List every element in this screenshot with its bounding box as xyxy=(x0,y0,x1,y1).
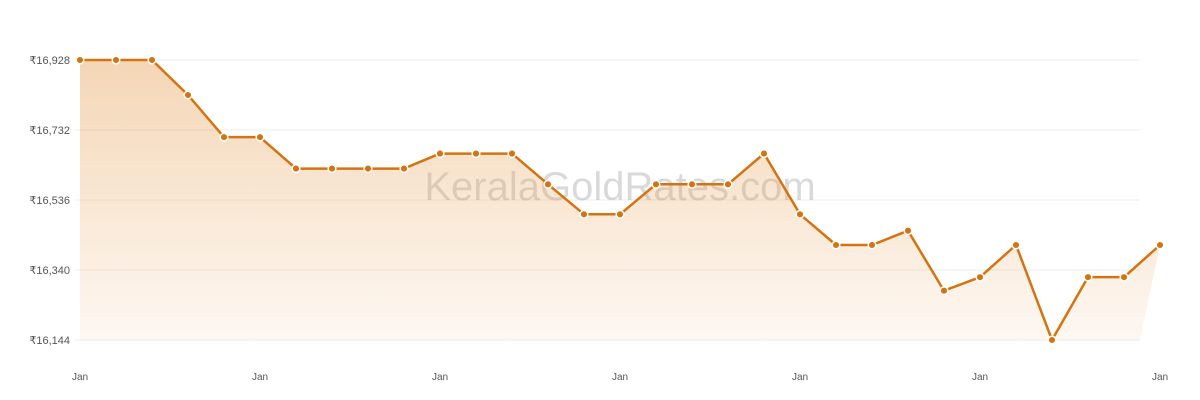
data-point[interactable] xyxy=(579,209,589,219)
x-tick-label: Jan xyxy=(432,372,448,383)
point-layer xyxy=(75,55,1165,345)
y-tick-label: ₹16,340 xyxy=(29,265,70,277)
data-point[interactable] xyxy=(831,240,841,250)
data-point[interactable] xyxy=(1155,240,1165,250)
x-axis-ticks: Jan Jan Jan Jan Jan Jan Jan xyxy=(72,372,1168,383)
data-point[interactable] xyxy=(939,286,949,296)
data-point[interactable] xyxy=(1011,240,1021,250)
data-point[interactable] xyxy=(435,149,445,159)
data-point[interactable] xyxy=(903,226,913,236)
data-point[interactable] xyxy=(1047,335,1057,345)
data-point[interactable] xyxy=(507,149,517,159)
x-tick-label: Jan xyxy=(792,372,808,383)
data-point[interactable] xyxy=(219,132,229,142)
x-tick-label: Jan xyxy=(972,372,988,383)
data-point[interactable] xyxy=(183,90,193,100)
y-axis-ticks: ₹16,928 ₹16,732 ₹16,536 ₹16,340 ₹16,144 xyxy=(29,55,70,347)
data-point[interactable] xyxy=(975,272,985,282)
y-tick-label: ₹16,536 xyxy=(29,195,70,207)
y-tick-label: ₹16,732 xyxy=(29,125,70,137)
data-point[interactable] xyxy=(867,240,877,250)
data-point[interactable] xyxy=(111,55,121,65)
data-point[interactable] xyxy=(615,209,625,219)
data-point[interactable] xyxy=(687,179,697,189)
data-point[interactable] xyxy=(543,179,553,189)
area-fill xyxy=(80,60,1160,340)
data-point[interactable] xyxy=(363,164,373,174)
x-tick-label: Jan xyxy=(1152,372,1168,383)
data-point[interactable] xyxy=(327,164,337,174)
data-point[interactable] xyxy=(471,149,481,159)
area-layer xyxy=(80,60,1160,340)
data-point[interactable] xyxy=(1083,272,1093,282)
data-point[interactable] xyxy=(795,209,805,219)
y-tick-label: ₹16,144 xyxy=(29,335,70,347)
y-tick-label: ₹16,928 xyxy=(29,55,70,67)
data-point[interactable] xyxy=(723,179,733,189)
data-point[interactable] xyxy=(255,132,265,142)
data-point[interactable] xyxy=(1119,272,1129,282)
data-point[interactable] xyxy=(75,55,85,65)
data-point[interactable] xyxy=(291,164,301,174)
x-tick-label: Jan xyxy=(252,372,268,383)
x-tick-label: Jan xyxy=(612,372,628,383)
data-point[interactable] xyxy=(147,55,157,65)
x-tick-label: Jan xyxy=(72,372,88,383)
data-point[interactable] xyxy=(759,149,769,159)
data-point[interactable] xyxy=(399,164,409,174)
data-point[interactable] xyxy=(651,179,661,189)
